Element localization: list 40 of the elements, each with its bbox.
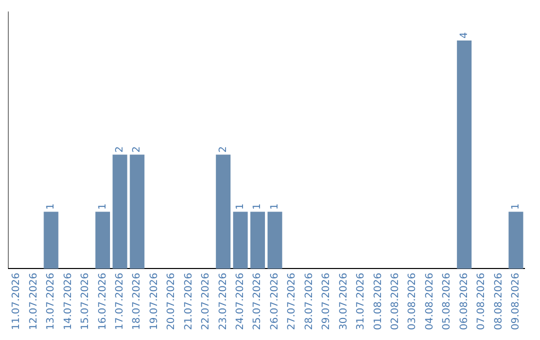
data-label: 1: [510, 203, 522, 210]
x-tick-label: 29.07.2026: [321, 272, 332, 330]
x-tick-label: 19.07.2026: [148, 272, 160, 330]
data-label: 1: [269, 203, 280, 210]
x-tick-label: 03.08.2026: [407, 272, 418, 330]
x-tick-label: 13.07.2026: [46, 272, 57, 330]
x-tick-label: 06.08.2026: [458, 272, 470, 330]
x-tick-label: 04.08.2026: [424, 272, 436, 330]
x-tick-label: 27.07.2026: [286, 272, 298, 330]
x-tick-label: 07.08.2026: [476, 272, 488, 330]
data-label: 4: [458, 32, 470, 39]
x-tick-label: 23.07.2026: [218, 272, 229, 330]
x-tick-label: 12.07.2026: [28, 272, 40, 330]
x-tick-label: 11.07.2026: [11, 272, 22, 330]
x-tick-label: 25.07.2026: [252, 272, 264, 330]
x-tick-label: 22.07.2026: [200, 272, 212, 330]
x-tick-label: 17.07.2026: [114, 272, 126, 330]
x-tick-label: 31.07.2026: [356, 272, 367, 330]
x-tick-label: 20.07.2026: [166, 272, 178, 330]
x-tick-label: 24.07.2026: [235, 272, 246, 330]
data-label: 1: [235, 203, 246, 210]
x-tick-label: 30.07.2026: [338, 272, 350, 330]
x-tick-label: 14.07.2026: [62, 272, 74, 330]
x-tick-label: 26.07.2026: [269, 272, 280, 330]
data-label: 1: [252, 203, 264, 210]
x-tick-label: 15.07.2026: [80, 272, 92, 330]
x-tick-label: 05.08.2026: [442, 272, 453, 330]
x-tick-label: 08.08.2026: [493, 272, 504, 330]
x-tick-label: 18.07.2026: [132, 272, 143, 330]
x-tick-label: 09.08.2026: [510, 272, 522, 330]
data-label: 1: [97, 203, 108, 210]
data-label: 2: [218, 146, 229, 153]
x-tick-label: 28.07.2026: [304, 272, 315, 330]
data-label: 2: [132, 146, 143, 153]
x-tick-label: 16.07.2026: [97, 272, 108, 330]
x-tick-label: 01.08.2026: [372, 272, 384, 330]
x-tick-label: 21.07.2026: [183, 272, 194, 330]
data-label: 2: [114, 146, 126, 153]
data-label: 1: [46, 203, 57, 210]
x-tick-label: 02.08.2026: [390, 272, 401, 330]
